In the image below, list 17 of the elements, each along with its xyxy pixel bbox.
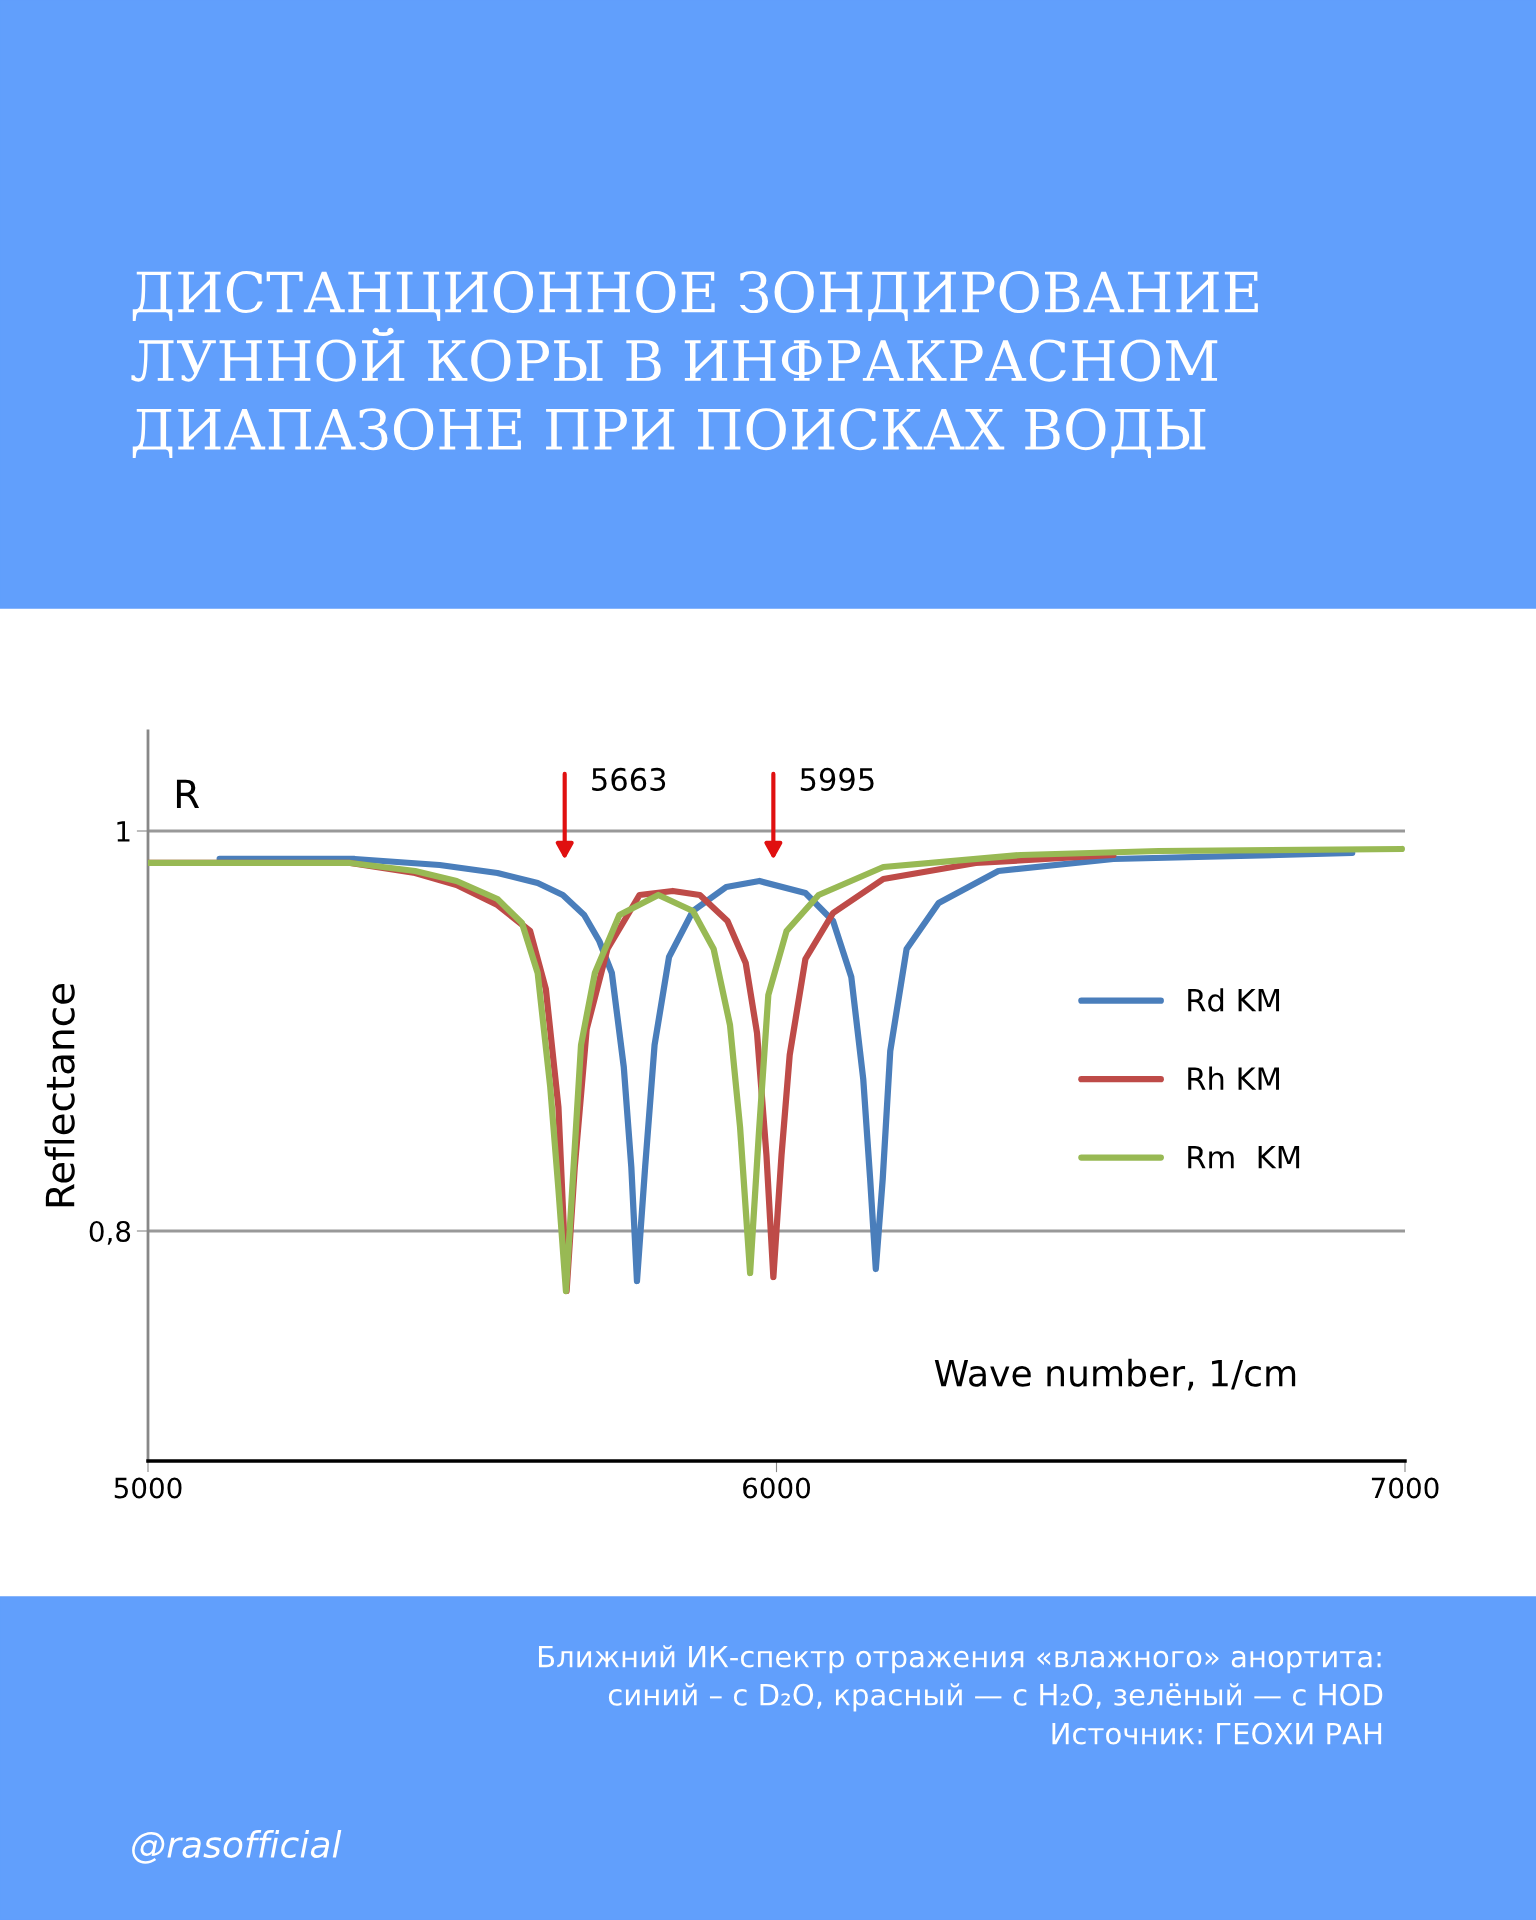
y-tick-label: 1: [117, 821, 130, 842]
annotation: 5663: [592, 767, 666, 791]
x-tick-label: 6000: [743, 1477, 810, 1499]
text: Источник: ГЕОХИ РАН: [1052, 1722, 1382, 1745]
legend-label: Rh KM: [1188, 1066, 1279, 1090]
text: Ближний ИК-спектр отражения «влажного» анортита: синий – с D₂O, красный — с H₂O, зелёный — с HOD: [538, 1645, 1383, 1712]
x-tick-label: 5000: [114, 1477, 182, 1499]
x-axis-title: Wave number, 1/cm: [934, 1358, 1296, 1391]
chart-title: ДИСТАНЦИОННОЕ ЗОНДИРОВАНИЕ ЛУННОЙ КОРЫ В ИНФРАКРАСНОМ ДИАПАЗОНЕ ПРИ ПОИСКАХ ВОДЫ: [131, 270, 1258, 459]
text: @rasofficial: [132, 1830, 342, 1864]
x-tick-label: 7000: [1371, 1477, 1439, 1499]
legend-label: Rd KM: [1188, 988, 1280, 1012]
y-tick-label: 0,8: [89, 1220, 131, 1245]
annotation: 5995: [800, 767, 874, 791]
y-axis-title: Reflectance: [44, 984, 75, 1207]
annotation: R: [176, 779, 200, 808]
legend-label: Rm KM: [1188, 1146, 1300, 1169]
